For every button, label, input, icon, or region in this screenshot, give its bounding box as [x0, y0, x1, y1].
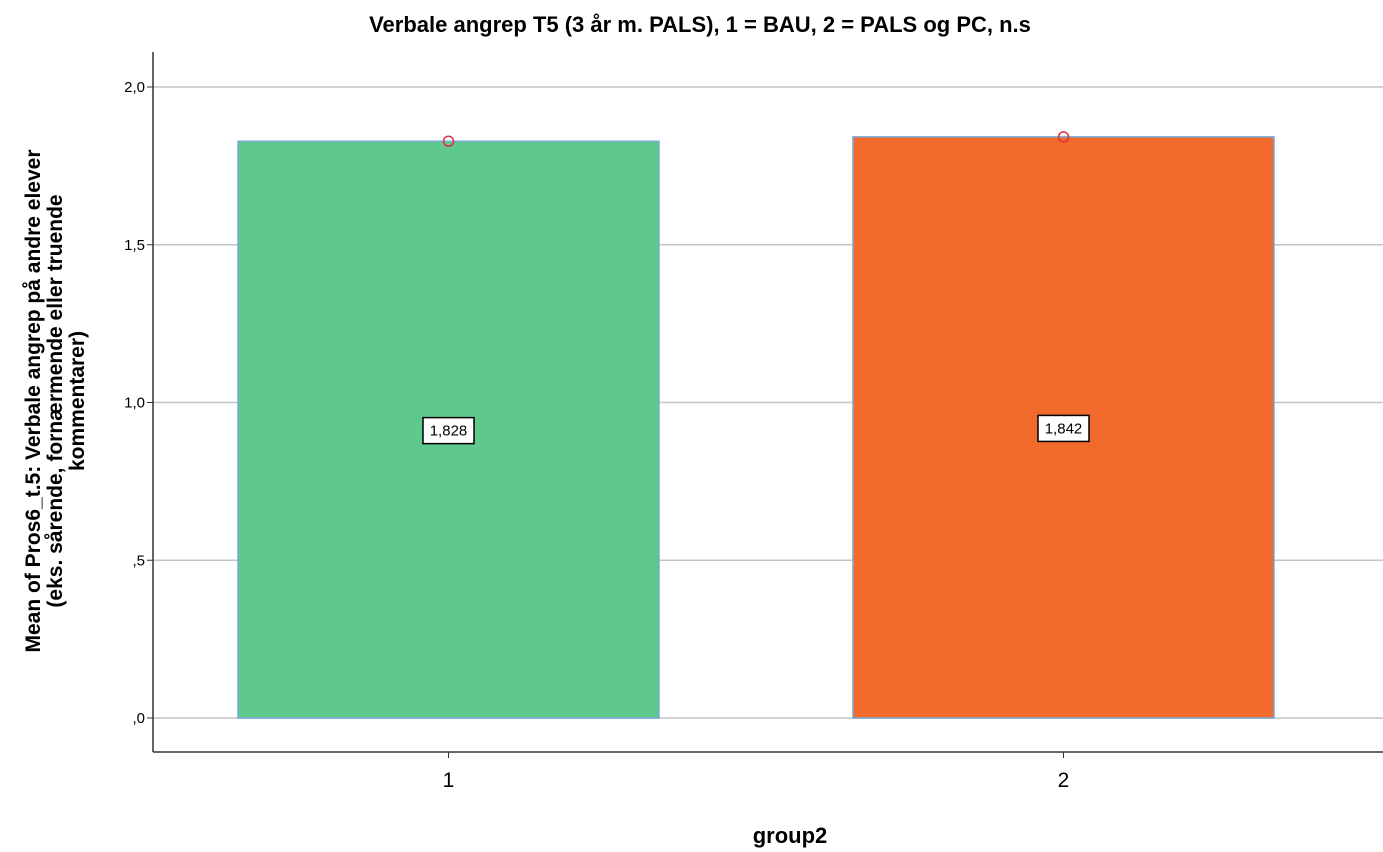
- mean-marker: [1057, 131, 1070, 143]
- bars: 1,828 1,842: [237, 131, 1275, 719]
- data-label-box: [1037, 414, 1090, 443]
- data-label: 1,828: [430, 423, 468, 440]
- data-label: 1,842: [1045, 420, 1083, 437]
- y-tick-label: 1,5: [124, 237, 145, 254]
- x-tick-label: 2: [1058, 769, 1070, 792]
- y-tick-label: 2,0: [124, 79, 145, 96]
- chart-title: Verbale angrep T5 (3 år m. PALS), 1 = BA…: [369, 12, 1031, 37]
- y-tick-label: ,5: [132, 552, 145, 569]
- y-tick-label: 1,0: [124, 395, 145, 412]
- x-axis-title: group2: [753, 823, 828, 848]
- y-axis-title: Mean of Pros6_t.5: Verbale angrep på and…: [22, 149, 89, 652]
- y-axis-ticks: ,0 ,5 1,0 1,5 2,0: [124, 79, 153, 727]
- y-axis-title-line-1: Mean of Pros6_t.5: Verbale angrep på and…: [22, 149, 45, 652]
- data-label-box: [422, 416, 475, 445]
- mean-marker: [442, 135, 455, 148]
- x-tick-label: 1: [443, 769, 455, 792]
- y-axis-title-line-2: (eks. sårende, fornærmende eller truende: [44, 194, 67, 607]
- y-axis-title-line-3: kommentarer): [66, 331, 89, 471]
- y-tick-label: ,0: [132, 710, 145, 727]
